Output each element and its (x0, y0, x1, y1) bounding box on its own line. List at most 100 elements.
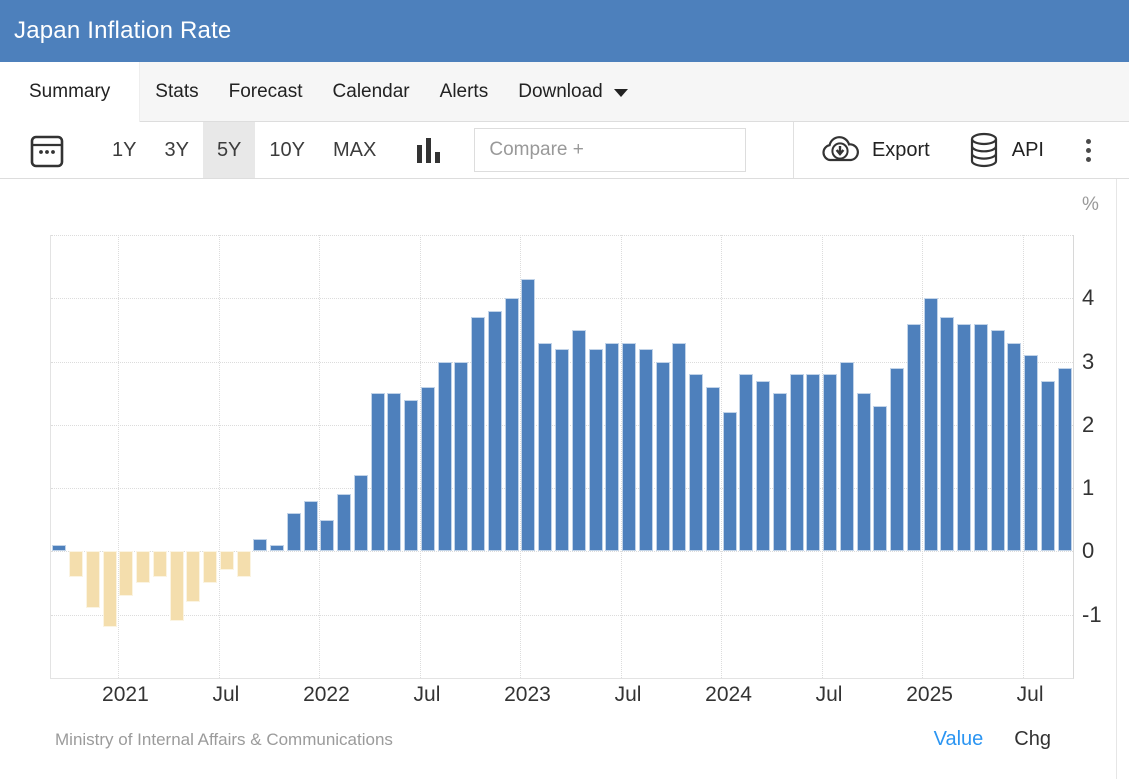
bar-2024-11[interactable] (890, 367, 905, 552)
bar-2024-01[interactable] (722, 412, 737, 552)
panel-right-border (1116, 179, 1117, 779)
gridline-h (51, 551, 1073, 553)
y-axis-unit: % (1082, 194, 1099, 215)
bar-2023-07[interactable] (622, 342, 637, 552)
gridline-h (51, 614, 1073, 616)
bar-2021-12[interactable] (303, 500, 318, 552)
bar-2021-02[interactable] (136, 551, 151, 584)
bar-2025-04[interactable] (973, 323, 988, 552)
bar-2024-05[interactable] (789, 374, 804, 552)
bar-2022-01[interactable] (320, 519, 335, 552)
y-tick-label: 0 (1082, 538, 1095, 564)
bar-2025-08[interactable] (1040, 380, 1055, 552)
bar-2025-01[interactable] (923, 298, 938, 552)
bar-2021-11[interactable] (286, 513, 301, 552)
range-5y[interactable]: 5Y (202, 122, 256, 178)
bar-2024-07[interactable] (823, 374, 838, 552)
bar-2022-12[interactable] (504, 298, 519, 552)
bar-2021-07[interactable] (219, 551, 234, 571)
gridline-v (620, 235, 622, 678)
tab-calendar[interactable]: Calendar (332, 80, 410, 102)
bar-2020-12[interactable] (102, 551, 117, 628)
bar-2020-10[interactable] (69, 551, 84, 577)
bar-2020-11[interactable] (85, 551, 100, 609)
tab-alerts[interactable]: Alerts (439, 80, 489, 102)
bar-2022-03[interactable] (353, 475, 368, 552)
bar-2023-05[interactable] (588, 348, 603, 552)
value-toggle[interactable]: Value (933, 728, 984, 750)
column-chart-icon[interactable] (416, 135, 442, 165)
range-selector: 1Y 3Y 5Y 10Y MAX (98, 122, 390, 178)
chevron-down-icon (613, 89, 628, 97)
bar-2024-10[interactable] (873, 405, 888, 552)
bar-2021-01[interactable] (119, 551, 134, 596)
bar-2024-09[interactable] (856, 393, 871, 552)
bar-2025-06[interactable] (1007, 342, 1022, 552)
bar-2024-06[interactable] (806, 374, 821, 552)
bar-2022-11[interactable] (487, 310, 502, 552)
export-button[interactable]: Export (820, 136, 930, 164)
bar-2024-12[interactable] (906, 323, 921, 552)
bar-2025-07[interactable] (1024, 355, 1039, 552)
bar-2023-02[interactable] (538, 342, 553, 552)
bar-2021-09[interactable] (253, 538, 268, 552)
bar-2024-08[interactable] (839, 361, 854, 552)
bar-2023-08[interactable] (638, 348, 653, 552)
x-tick-label: 2025 (906, 683, 953, 706)
bar-2022-08[interactable] (437, 361, 452, 552)
bar-2023-04[interactable] (571, 329, 586, 552)
bar-2021-05[interactable] (186, 551, 201, 603)
bar-2023-09[interactable] (655, 361, 670, 552)
range-10y[interactable]: 10Y (269, 138, 305, 161)
range-3y[interactable]: 3Y (164, 138, 189, 161)
calendar-icon[interactable] (30, 131, 64, 169)
gridline-v (218, 235, 220, 678)
bar-2022-09[interactable] (454, 361, 469, 552)
bar-2022-07[interactable] (420, 386, 435, 552)
bar-2021-06[interactable] (203, 551, 218, 584)
series-toggle: Value Chg (934, 728, 1051, 751)
kebab-menu-icon[interactable] (1086, 138, 1091, 162)
gridline-h (51, 298, 1073, 300)
y-tick-label: -1 (1082, 601, 1102, 627)
api-button[interactable]: API (968, 132, 1044, 168)
x-tick-label: 2022 (303, 683, 350, 706)
bar-2024-03[interactable] (756, 380, 771, 552)
bar-2025-03[interactable] (957, 323, 972, 552)
tab-stats[interactable]: Stats (155, 80, 199, 102)
bar-2022-10[interactable] (471, 317, 486, 552)
tab-summary[interactable]: Summary (0, 62, 141, 122)
y-tick-label: 3 (1082, 348, 1095, 374)
bar-2021-10[interactable] (270, 545, 285, 552)
bar-2022-04[interactable] (370, 393, 385, 552)
bar-2024-02[interactable] (739, 374, 754, 552)
bar-2023-01[interactable] (521, 279, 536, 552)
bar-2023-11[interactable] (689, 374, 704, 552)
tab-forecast[interactable]: Forecast (228, 80, 303, 102)
compare-input[interactable] (474, 128, 747, 172)
bar-2025-09[interactable] (1057, 367, 1072, 552)
range-max[interactable]: MAX (333, 138, 377, 161)
bar-2025-02[interactable] (940, 317, 955, 552)
bar-2023-10[interactable] (672, 342, 687, 552)
bar-2022-06[interactable] (404, 399, 419, 552)
gridline-h (51, 235, 1073, 236)
bar-2025-05[interactable] (990, 329, 1005, 552)
bar-2023-12[interactable] (705, 386, 720, 552)
bar-2020-09[interactable] (52, 545, 67, 552)
range-1y[interactable]: 1Y (112, 138, 137, 161)
bar-2022-02[interactable] (337, 494, 352, 552)
gridline-v (118, 235, 120, 678)
tab-download[interactable]: Download (503, 62, 643, 121)
bar-2021-04[interactable] (169, 551, 184, 622)
gridline-v (821, 235, 823, 678)
bar-2022-05[interactable] (387, 393, 402, 552)
bar-2021-08[interactable] (236, 551, 251, 577)
bar-2021-03[interactable] (152, 551, 167, 577)
toolbar-divider (792, 122, 794, 178)
chg-toggle[interactable]: Chg (1014, 728, 1051, 750)
source-attribution: Ministry of Internal Affairs & Communica… (55, 729, 393, 749)
bar-2023-03[interactable] (555, 348, 569, 552)
bar-2024-04[interactable] (772, 393, 787, 552)
bar-2023-06[interactable] (605, 342, 620, 552)
